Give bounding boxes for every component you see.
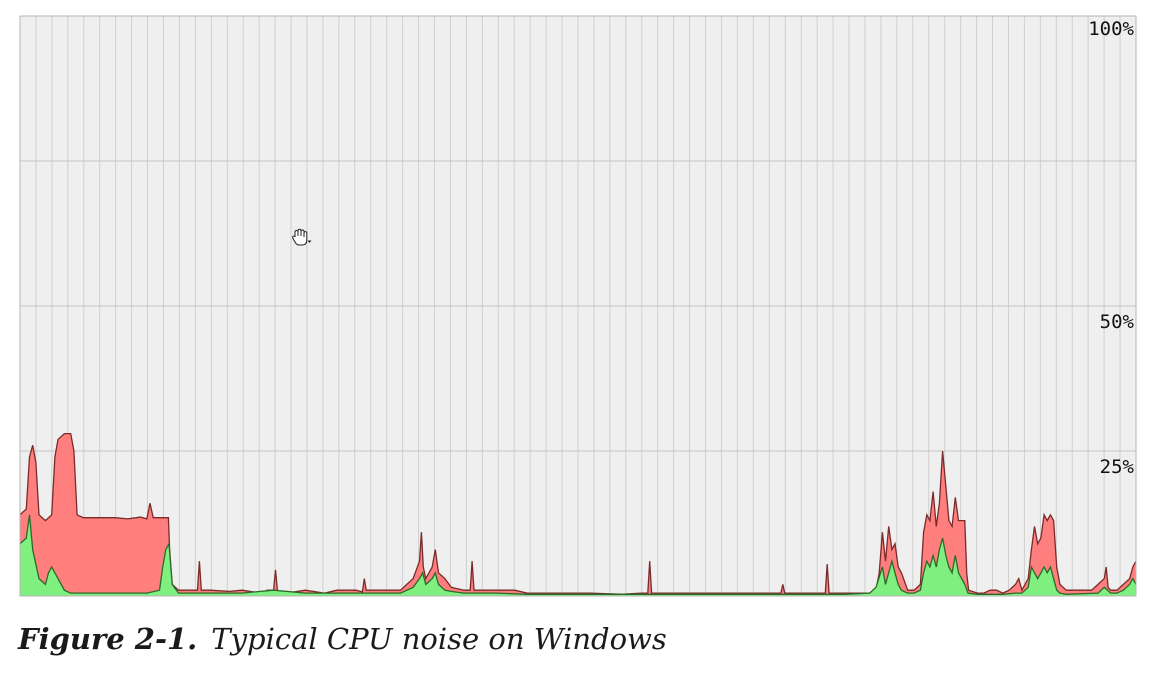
figure-text: Typical CPU noise on Windows [211,622,667,656]
y-tick-labels: 100% 50% 25% [1088,18,1134,478]
horizontal-gridlines [20,160,1136,452]
y-tick-label: 100% [1088,18,1134,40]
plot-border [19,15,1137,597]
figure-caption: Figure 2-1. Typical CPU noise on Windows [18,622,667,656]
user-cpu-line [19,514,1137,595]
y-tick-label: 50% [1100,311,1135,333]
series-layer [19,432,1137,596]
hand-cursor-icon [292,228,312,246]
figure-label: Figure 2-1. [18,622,198,656]
y-tick-label: 25% [1100,456,1135,478]
total-cpu-area [20,433,1136,596]
